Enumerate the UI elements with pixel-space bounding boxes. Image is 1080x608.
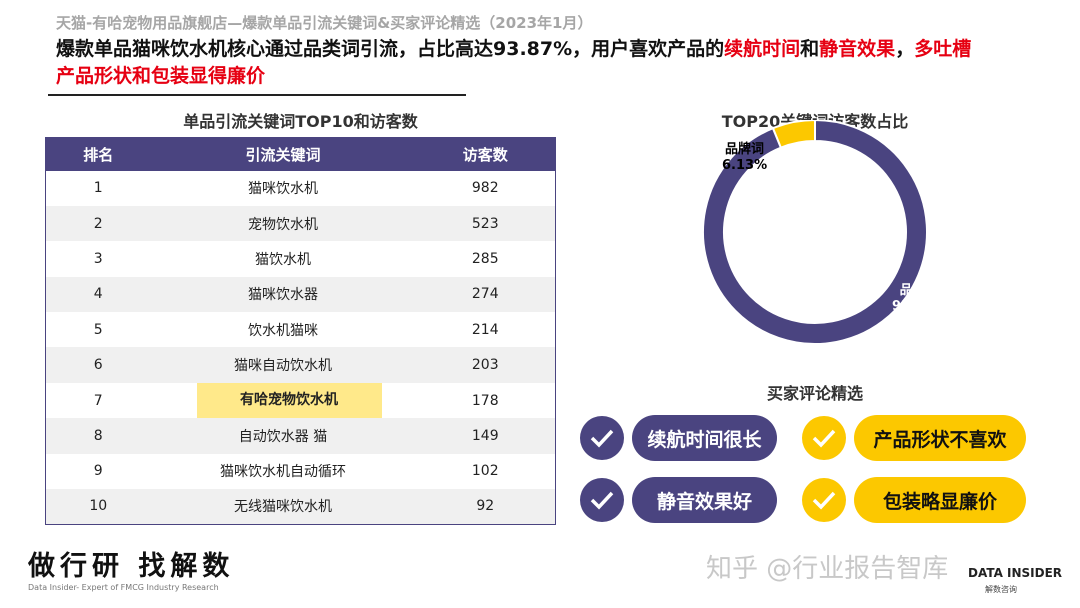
donut-slice-1: [702, 120, 928, 345]
cell-visitors: 178: [471, 392, 499, 409]
cell-keyword: 猫饮水机: [255, 251, 311, 268]
slogan-sub: Data Insider- Expert of FMCG Industry Re…: [28, 583, 219, 592]
review-negative: 产品形状不喜欢: [854, 415, 1026, 461]
slogan: 做行研 找解数: [28, 551, 235, 582]
table-row: 3 猫饮水机 285: [46, 241, 556, 276]
cell-rank: 4: [45, 276, 151, 313]
table-row: 9 猫咪饮水机自动循环 102: [46, 454, 556, 489]
cell-visitors: 285: [471, 250, 499, 267]
cell-keyword: 自动饮水器 猫: [150, 418, 416, 454]
table-row: 6 猫咪自动饮水机 203: [45, 347, 556, 383]
headline-part: 多吐槽产品形状和包装显得廉价: [56, 38, 972, 87]
col-visitors: 访客数: [415, 137, 556, 171]
table-row: 2 宠物饮水机 523: [45, 205, 556, 242]
cell-keyword: 猫咪饮水机自动循环: [220, 464, 346, 481]
keyword-table: 排名 引流关键词 访客数 1 猫咪饮水机 982 2 宠物饮水机 523 3 猫饮水机 285 4…: [45, 137, 556, 525]
cell-rank: 6: [45, 347, 151, 383]
headline: 爆款单品猫咪饮水机核心通过品类词引流，占比高达93.87%，用户喜欢产品的续航时…: [56, 36, 986, 90]
supertitle: 天猫-有哈宠物用品旗舰店—爆款单品引流关键词&买家评论精选（2023年1月）: [56, 14, 593, 32]
slice-label-category-value: 93.87%: [892, 299, 947, 314]
col-rank: 排名: [45, 137, 151, 171]
table-row: 7 有哈宠物饮水机 178: [46, 383, 556, 419]
cell-rank: 8: [45, 418, 151, 454]
col-keyword: 引流关键词: [150, 137, 416, 171]
watermark: 知乎 @行业报告智库: [706, 554, 949, 584]
cell-rank: 1: [93, 180, 103, 197]
cell-visitors: 274: [415, 276, 556, 313]
cell-keyword: 无线猫咪饮水机: [150, 489, 416, 525]
check-icon: [802, 478, 846, 522]
cell-rank: 7: [93, 392, 103, 409]
slice-label-brand-value: 6.13%: [722, 158, 768, 173]
cell-keyword: 有哈宠物饮水机: [151, 383, 416, 419]
check-icon: [580, 478, 624, 522]
cell-visitors: 203: [415, 347, 556, 383]
check-icon: [802, 416, 846, 460]
cell-keyword: 猫咪自动饮水机: [150, 347, 416, 383]
slice-label-brand-name: 品牌词: [725, 142, 765, 157]
check-icon: [580, 416, 624, 460]
cell-rank: 10: [45, 489, 151, 525]
table-row: 1 猫咪饮水机 982: [46, 171, 556, 206]
review-positive: 静音效果好: [632, 477, 777, 523]
cell-visitors: 102: [471, 463, 499, 480]
cell-rank: 3: [93, 250, 103, 267]
table-title: 单品引流关键词TOP10和访客数: [183, 112, 418, 131]
cell-rank: 2: [45, 205, 151, 242]
table-row: 5 饮水机猫咪 214: [46, 312, 556, 347]
headline-divider: [48, 94, 466, 96]
slice-label-brand: 品牌词 6.13%: [722, 142, 767, 174]
table-row: 8 自动饮水器 猫 149: [45, 418, 556, 454]
logo: DATA INSIDER: [968, 566, 1063, 580]
highlight-keyword: 有哈宠物饮水机: [196, 383, 382, 419]
headline-part: ，: [895, 38, 915, 60]
cell-keyword: 猫咪饮水器: [150, 276, 416, 313]
cell-keyword: 宠物饮水机: [150, 205, 416, 242]
table-row: 10 无线猫咪饮水机 92: [45, 489, 556, 525]
cell-visitors: 92: [415, 489, 556, 525]
headline-part: 静音效果: [819, 38, 896, 60]
donut-chart: [702, 120, 928, 345]
cell-visitors: 214: [471, 321, 499, 338]
reviews-title: 买家评论精选: [766, 384, 863, 403]
headline-part: 续航时间: [724, 38, 801, 60]
review-negative: 包装略显廉价: [854, 477, 1026, 523]
cell-visitors: 982: [471, 180, 499, 197]
review-positive: 续航时间很长: [632, 415, 777, 461]
table-row: 4 猫咪饮水器 274: [45, 276, 556, 313]
headline-part: 爆款单品猫咪饮水机核心通过品类词引流，占比高达93.87%，用户喜欢产品的: [56, 38, 725, 60]
cell-keyword: 饮水机猫咪: [248, 322, 318, 339]
headline-part: 和: [800, 38, 820, 60]
slice-label-category: 品类词 93.87%: [892, 283, 946, 315]
cell-rank: 9: [93, 463, 103, 480]
logo-sub: 解数咨询: [985, 585, 1017, 594]
slice-label-category-name: 品类词: [899, 283, 939, 298]
cell-keyword: 猫咪饮水机: [248, 181, 318, 198]
cell-rank: 5: [93, 321, 103, 338]
cell-visitors: 149: [415, 418, 556, 454]
cell-visitors: 523: [415, 205, 556, 242]
